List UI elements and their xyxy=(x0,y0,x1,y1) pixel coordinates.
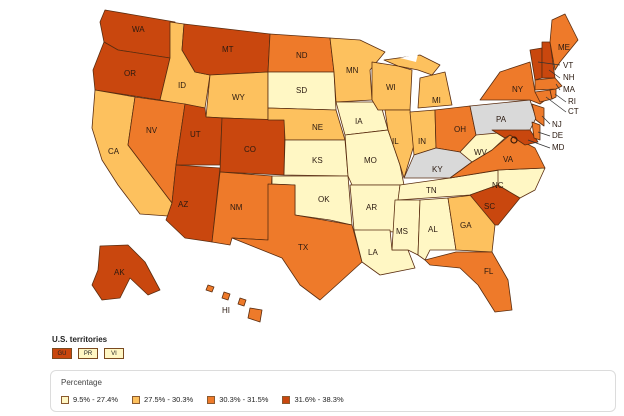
state-label: LA xyxy=(368,248,378,257)
territory-label: GU xyxy=(57,350,67,357)
state-label: WV xyxy=(474,148,488,157)
territory-vi[interactable]: VI xyxy=(104,348,124,359)
state-label: MO xyxy=(364,156,377,165)
dc-marker[interactable] xyxy=(510,136,518,144)
us-choropleth-map: WA OR CA ID NV MT WY UT CO AZ NM ND SD N… xyxy=(91,9,579,323)
state-me[interactable] xyxy=(549,13,579,71)
state-label: NV xyxy=(146,126,158,135)
state-mn[interactable] xyxy=(329,37,386,103)
state-label: TN xyxy=(426,186,437,195)
state-label: MN xyxy=(346,66,359,75)
state-hi[interactable] xyxy=(205,284,263,323)
state-label: AK xyxy=(114,268,125,277)
territories-row: GU PR VI xyxy=(52,348,124,359)
state-ak[interactable] xyxy=(91,244,161,301)
state-label: SD xyxy=(296,86,307,95)
state-label: NJ xyxy=(552,120,562,129)
state-label: IL xyxy=(392,137,399,146)
state-label: FL xyxy=(484,267,494,276)
state-label: OH xyxy=(454,125,466,134)
state-label: NY xyxy=(512,85,524,94)
legend-swatch xyxy=(207,395,216,404)
state-ms[interactable] xyxy=(391,199,421,256)
legend-item[interactable]: 27.5% - 30.3% xyxy=(132,395,193,404)
state-sc[interactable] xyxy=(469,184,521,226)
legend-items: 9.5% - 27.4% 27.5% - 30.3% 30.3% - 31.5%… xyxy=(61,395,344,404)
state-tx[interactable] xyxy=(231,183,363,301)
state-de[interactable] xyxy=(531,121,541,141)
state-label: NH xyxy=(563,73,575,82)
state-nj[interactable] xyxy=(531,103,545,127)
legend-item[interactable]: 31.6% - 38.3% xyxy=(282,395,344,404)
state-label: TX xyxy=(298,243,309,252)
legend-card: Percentage 9.5% - 27.4% 27.5% - 30.3% 30… xyxy=(50,370,616,412)
legend-item[interactable]: 30.3% - 31.5% xyxy=(207,395,268,404)
legend-swatch xyxy=(61,395,69,404)
state-label: CT xyxy=(568,107,579,116)
state-label: UT xyxy=(190,130,201,139)
state-label: SC xyxy=(484,202,495,211)
state-label: PA xyxy=(496,115,507,124)
state-label: OK xyxy=(318,195,330,204)
state-label: NE xyxy=(312,123,323,132)
state-label: CA xyxy=(108,147,120,156)
legend-title: Percentage xyxy=(61,378,102,387)
state-label: AR xyxy=(366,203,377,212)
state-label: DE xyxy=(552,131,563,140)
legend-label: 30.3% - 31.5% xyxy=(219,395,269,404)
state-label: WA xyxy=(132,25,145,34)
legend-swatch xyxy=(132,395,141,404)
state-label: MA xyxy=(563,85,576,94)
state-in[interactable] xyxy=(409,109,437,156)
state-label: MI xyxy=(432,96,441,105)
state-label: ME xyxy=(558,43,570,52)
state-label: MT xyxy=(222,45,234,54)
state-la[interactable] xyxy=(353,229,416,276)
state-az[interactable] xyxy=(165,164,221,243)
state-label: RI xyxy=(568,97,576,106)
state-label: KY xyxy=(432,165,443,174)
state-label: CO xyxy=(244,145,256,154)
state-label: ID xyxy=(178,81,186,90)
state-vt[interactable] xyxy=(529,47,543,81)
legend-label: 31.6% - 38.3% xyxy=(294,395,344,404)
state-label: WI xyxy=(386,83,396,92)
state-label: IN xyxy=(418,137,426,146)
state-label: VT xyxy=(563,61,573,70)
territory-label: PR xyxy=(83,350,93,357)
territory-pr[interactable]: PR xyxy=(78,348,98,359)
state-fl[interactable] xyxy=(424,251,513,313)
legend-swatch xyxy=(282,395,291,404)
state-label: NC xyxy=(492,181,504,190)
state-label: WY xyxy=(232,93,246,102)
state-label: MD xyxy=(552,143,565,152)
state-nh[interactable] xyxy=(541,41,556,79)
state-label: VA xyxy=(503,155,514,164)
territories-title: U.S. territories xyxy=(52,335,108,344)
legend-item[interactable]: 9.5% - 27.4% xyxy=(61,395,118,404)
state-label: ND xyxy=(296,51,308,60)
state-label: IA xyxy=(355,117,363,126)
state-label: AL xyxy=(428,225,438,234)
legend-label: 9.5% - 27.4% xyxy=(73,395,119,404)
state-label: MS xyxy=(396,227,408,236)
territory-gu[interactable]: GU xyxy=(52,348,72,359)
state-label: NM xyxy=(230,203,243,212)
territory-label: VI xyxy=(111,350,117,357)
legend-label: 27.5% - 30.3% xyxy=(144,395,194,404)
state-label: OR xyxy=(124,69,136,78)
state-label: GA xyxy=(460,221,472,230)
state-label: KS xyxy=(312,156,323,165)
state-ma[interactable] xyxy=(534,77,563,91)
state-mi[interactable] xyxy=(383,54,453,109)
state-label: HI xyxy=(222,306,230,315)
state-label: AZ xyxy=(178,200,188,209)
